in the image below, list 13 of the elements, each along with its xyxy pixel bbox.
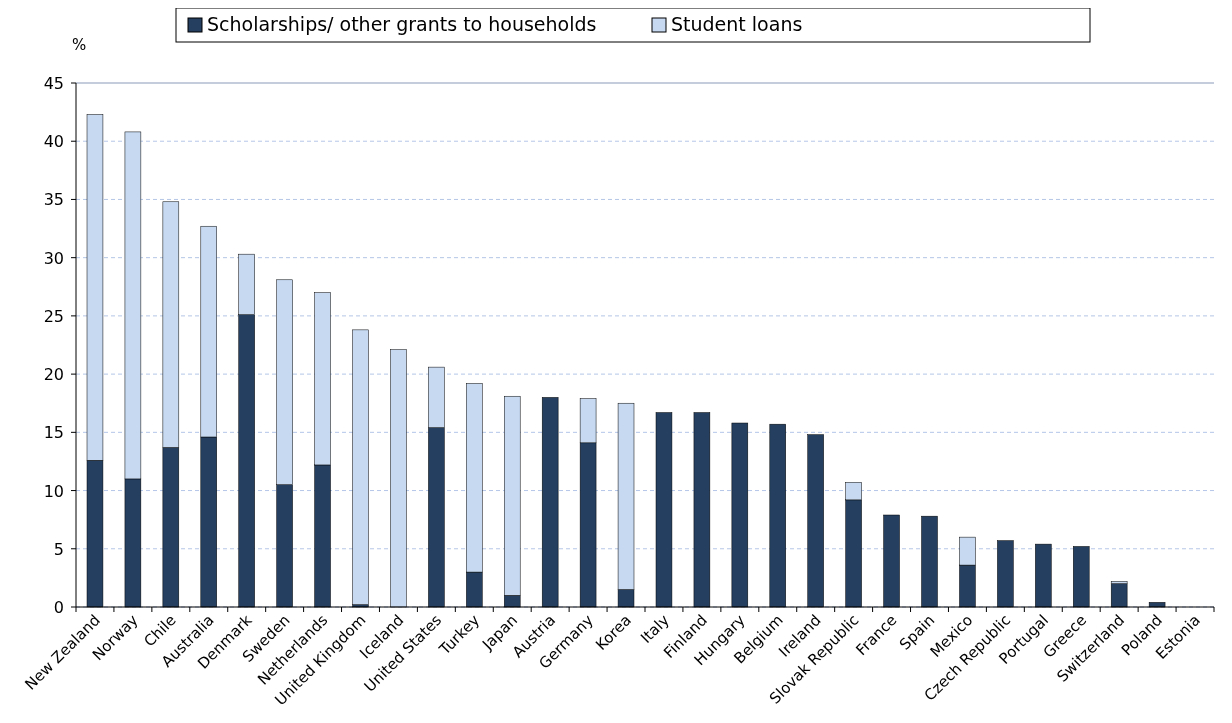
y-tick-label: 0 xyxy=(53,598,64,617)
y-axis-title: % xyxy=(72,36,87,54)
legend-label: Student loans xyxy=(671,13,803,35)
legend-label: Scholarships/ other grants to households xyxy=(207,13,597,35)
y-tick-label: 45 xyxy=(43,74,64,93)
y-tick-label: 35 xyxy=(43,190,64,210)
y-tick-label: 25 xyxy=(43,306,64,326)
y-tick-label: 5 xyxy=(53,539,64,559)
y-tick-label: 30 xyxy=(43,248,64,268)
y-tick-label: 15 xyxy=(43,423,64,443)
y-tick-label: 10 xyxy=(43,481,64,501)
y-tick-label: 40 xyxy=(43,132,64,152)
y-tick-label: 20 xyxy=(43,365,64,385)
